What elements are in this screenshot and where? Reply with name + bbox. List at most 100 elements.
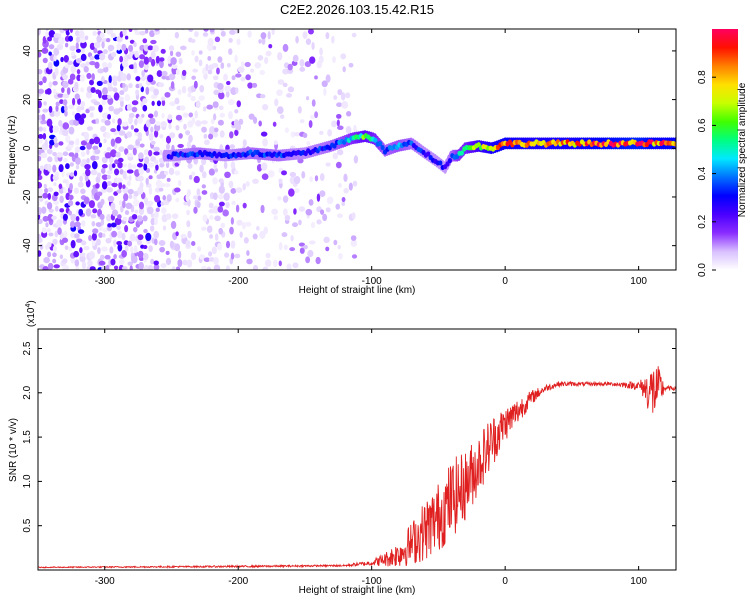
- noise-cell: [122, 82, 126, 88]
- noise-cell: [126, 169, 134, 174]
- noise-cell: [319, 173, 325, 181]
- noise-cell: [293, 132, 300, 137]
- noise-cell: [47, 262, 54, 270]
- noise-cell: [47, 156, 53, 163]
- noise-cell: [214, 215, 221, 222]
- noise-cell: [54, 67, 59, 76]
- noise-cell: [75, 201, 80, 206]
- noise-cell: [64, 245, 69, 250]
- y-tick-label: 1.0: [22, 474, 33, 488]
- noise-cell: [240, 61, 245, 68]
- noise-cell: [260, 131, 268, 137]
- noise-cell: [88, 251, 96, 260]
- colorbar-scale: [712, 29, 738, 270]
- noise-cell: [254, 62, 262, 69]
- noise-cell: [264, 259, 272, 267]
- noise-cell: [97, 68, 104, 74]
- noise-cell: [115, 151, 121, 158]
- noise-cell: [44, 139, 48, 147]
- noise-cell: [107, 223, 112, 228]
- noise-cell: [53, 110, 61, 117]
- noise-cell: [145, 29, 149, 30]
- noise-cell: [236, 219, 243, 226]
- noise-cell: [150, 140, 156, 146]
- noise-cell: [101, 99, 106, 106]
- noise-cell: [75, 157, 81, 165]
- noise-cell: [38, 74, 43, 82]
- noise-cell: [156, 100, 162, 107]
- noise-cell: [95, 176, 101, 184]
- ridge-cell: [673, 141, 676, 147]
- noise-cell: [52, 88, 57, 96]
- noise-cell: [153, 211, 159, 219]
- noise-cell: [247, 82, 253, 89]
- noise-cell: [134, 30, 141, 36]
- noise-cell: [130, 246, 134, 254]
- noise-cell: [96, 172, 102, 178]
- noise-cell: [197, 246, 202, 252]
- noise-cell: [196, 201, 201, 208]
- noise-cell: [150, 58, 156, 67]
- noise-cell: [56, 219, 63, 227]
- noise-cell: [38, 207, 42, 216]
- noise-cell: [126, 180, 131, 187]
- noise-cell: [185, 240, 191, 248]
- noise-cell: [84, 35, 89, 41]
- noise-cell: [113, 168, 120, 176]
- noise-cell: [111, 182, 118, 188]
- noise-cell: [281, 232, 288, 238]
- noise-cell: [234, 253, 241, 259]
- noise-cell: [150, 50, 156, 59]
- noise-cell: [101, 156, 108, 164]
- noise-cell: [122, 60, 129, 68]
- noise-cell: [345, 92, 351, 99]
- noise-cell: [65, 163, 70, 170]
- noise-cell: [53, 200, 59, 205]
- noise-cell: [160, 183, 166, 188]
- noise-cell: [167, 114, 173, 121]
- noise-cell: [41, 113, 46, 121]
- noise-cell: [42, 108, 49, 113]
- noise-cell: [145, 167, 151, 174]
- noise-cell: [138, 206, 145, 216]
- noise-cell: [80, 113, 87, 119]
- noise-cell: [226, 62, 231, 68]
- noise-cell: [316, 219, 322, 225]
- noise-cell: [228, 111, 233, 120]
- noise-cell: [145, 86, 150, 95]
- noise-cell: [70, 64, 77, 74]
- noise-cell: [67, 200, 74, 207]
- noise-cell: [44, 187, 49, 194]
- noise-cell: [333, 95, 338, 100]
- noise-cell: [126, 73, 132, 81]
- noise-cell: [319, 130, 324, 135]
- noise-cell: [112, 87, 118, 93]
- noise-cell: [40, 119, 48, 125]
- noise-cell: [99, 32, 105, 39]
- noise-cell: [157, 82, 165, 88]
- noise-cell: [203, 29, 209, 32]
- noise-cell: [168, 167, 175, 176]
- noise-cell: [65, 42, 69, 48]
- noise-cell: [126, 152, 133, 158]
- noise-cell: [129, 39, 135, 44]
- noise-cell: [79, 175, 84, 182]
- noise-cell: [84, 175, 89, 182]
- spectrogram-cells: [38, 29, 676, 270]
- noise-cell: [170, 220, 177, 230]
- noise-cell: [217, 194, 225, 200]
- noise-cell: [340, 92, 346, 101]
- noise-cell: [341, 100, 349, 109]
- noise-cell: [55, 105, 59, 112]
- noise-cell: [237, 66, 245, 73]
- noise-cell: [217, 119, 224, 126]
- noise-cell: [80, 87, 85, 93]
- noise-cell: [48, 232, 54, 237]
- noise-cell: [299, 66, 306, 72]
- noise-cell: [130, 124, 134, 130]
- noise-cell: [335, 203, 341, 210]
- noise-cell: [145, 29, 149, 34]
- noise-cell: [245, 181, 250, 187]
- noise-cell: [246, 250, 250, 256]
- noise-cell: [335, 161, 342, 169]
